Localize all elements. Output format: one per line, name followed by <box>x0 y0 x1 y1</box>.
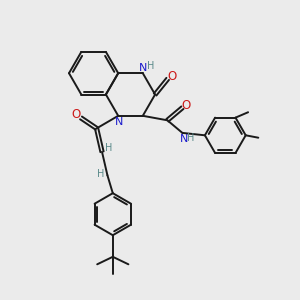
Text: H: H <box>187 133 194 143</box>
Text: O: O <box>182 99 191 112</box>
Text: H: H <box>147 61 154 71</box>
Text: N: N <box>139 63 148 73</box>
Text: N: N <box>180 134 188 144</box>
Text: O: O <box>167 70 176 83</box>
Text: H: H <box>105 143 112 153</box>
Text: N: N <box>115 117 123 127</box>
Text: H: H <box>97 169 104 179</box>
Text: O: O <box>72 108 81 122</box>
